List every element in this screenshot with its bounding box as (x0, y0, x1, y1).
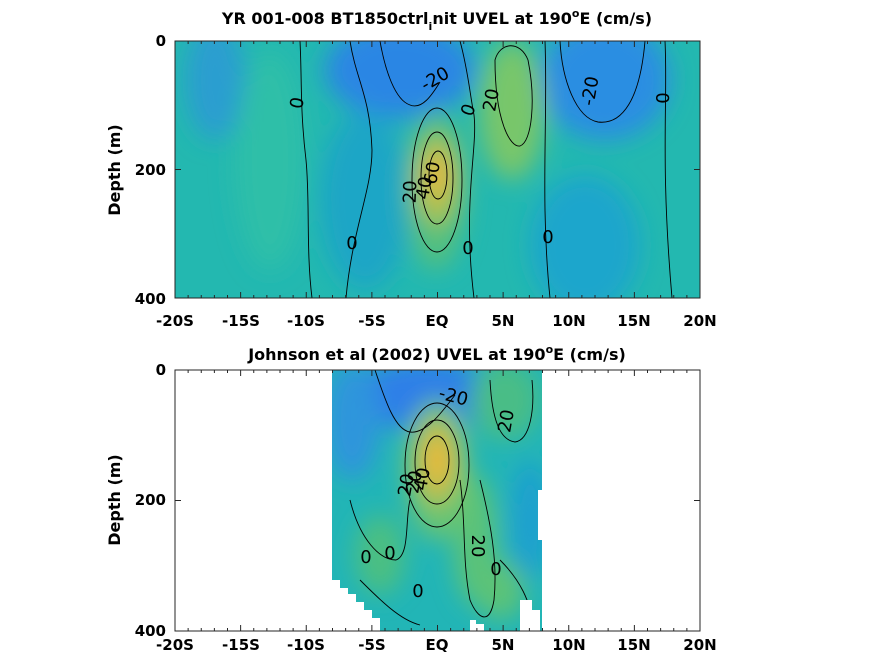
contour-label: 20 (394, 472, 419, 498)
tick-marks (174, 40, 701, 299)
x-tick-label: -20S (156, 312, 194, 330)
contour-label: 0 (384, 543, 395, 564)
undercurrent-core (427, 153, 449, 197)
x-tick-label: -10S (287, 636, 325, 654)
contour-lines (299, 41, 673, 298)
contour-label: 40 (412, 175, 437, 201)
westward-jet-region (332, 370, 380, 480)
contour-label: 0 (542, 227, 553, 248)
heatmap-field: 0 -20 0 20 -20 0 0 20 60 40 0 0 (175, 41, 700, 298)
contour-label: 0 (490, 559, 501, 580)
contour-lines (349, 370, 536, 631)
westward-current-region (320, 110, 410, 290)
missing-data-mask (332, 490, 542, 631)
heatmap-field: -20 20 20 40 20 0 0 20 0 0 (332, 370, 542, 631)
x-tick-label: -5S (358, 312, 385, 330)
x-tick-label: -15S (222, 312, 260, 330)
x-tick-label: 5N (492, 312, 515, 330)
x-tick-label: -10S (287, 312, 325, 330)
panel-model: YR 001-008 BT1850ctrlinit UVEL at 190oE … (105, 7, 717, 330)
contour-label: 20 (479, 87, 504, 113)
y-tick-label: 0 (156, 361, 166, 379)
y-tick-label: 400 (135, 622, 166, 640)
x-tick-label: EQ (426, 312, 449, 330)
panel-title-model: YR 001-008 BT1850ctrlinit UVEL at 190oE … (221, 7, 652, 33)
x-tick-label: -20S (156, 636, 194, 654)
y-tick-labels: 0 200 400 (135, 32, 166, 308)
tick-marks (174, 369, 701, 632)
westward-current-region (510, 460, 542, 580)
contour-label: 40 (410, 466, 435, 492)
x-tick-label: 20N (683, 312, 716, 330)
eastward-current-region (470, 370, 540, 440)
contour-label: 20 (494, 408, 519, 434)
x-tick-label: 15N (617, 312, 650, 330)
panel-title-observations: Johnson et al (2002) UVEL at 190oE (cm/s… (247, 343, 626, 364)
x-tick-label: 5N (492, 636, 515, 654)
contour-label: 0 (360, 547, 371, 568)
y-axis-label: Depth (m) (105, 454, 124, 546)
contour-labels: -20 20 20 40 20 0 0 20 0 0 (360, 383, 519, 602)
x-tick-label: EQ (426, 636, 449, 654)
contour-label: 0 (462, 238, 473, 259)
contour-label: 20 (402, 469, 427, 495)
contour-label: 20 (400, 180, 422, 204)
westward-jet-region (540, 41, 670, 140)
y-tick-label: 200 (135, 161, 166, 179)
undercurrent-core (426, 438, 448, 482)
westward-current-region (530, 175, 640, 298)
y-tick-labels: 0 200 400 (135, 361, 166, 640)
x-tick-label: 10N (552, 312, 585, 330)
contour-label: 60 (420, 160, 445, 186)
contour-label: 0 (286, 96, 309, 111)
x-tick-label: -15S (222, 636, 260, 654)
x-tick-label: 10N (552, 636, 585, 654)
contour-label: -20 (578, 75, 604, 108)
x-tick-labels: -20S -15S -10S -5S EQ 5N 10N 15N 20N (156, 312, 717, 330)
contour-label: 0 (346, 233, 357, 254)
x-tick-label: -5S (358, 636, 385, 654)
contour-label: 0 (653, 92, 674, 103)
eastward-current-region (355, 515, 405, 595)
y-axis-label: Depth (m) (105, 124, 124, 216)
x-tick-labels: -20S -15S -10S -5S EQ 5N 10N 15N 20N (156, 636, 717, 654)
contour-label: 20 (467, 535, 488, 558)
panel-observations: Johnson et al (2002) UVEL at 190oE (cm/s… (105, 343, 717, 654)
x-tick-label: 15N (617, 636, 650, 654)
y-tick-label: 400 (135, 290, 166, 308)
westward-jet-region (325, 41, 475, 118)
x-tick-label: 20N (683, 636, 716, 654)
y-tick-label: 200 (135, 491, 166, 509)
y-tick-label: 0 (156, 32, 166, 50)
westward-jet-region (350, 370, 500, 430)
eastward-current-region (235, 50, 305, 270)
westward-jet-region (185, 41, 245, 140)
contour-label: 0 (412, 581, 423, 602)
